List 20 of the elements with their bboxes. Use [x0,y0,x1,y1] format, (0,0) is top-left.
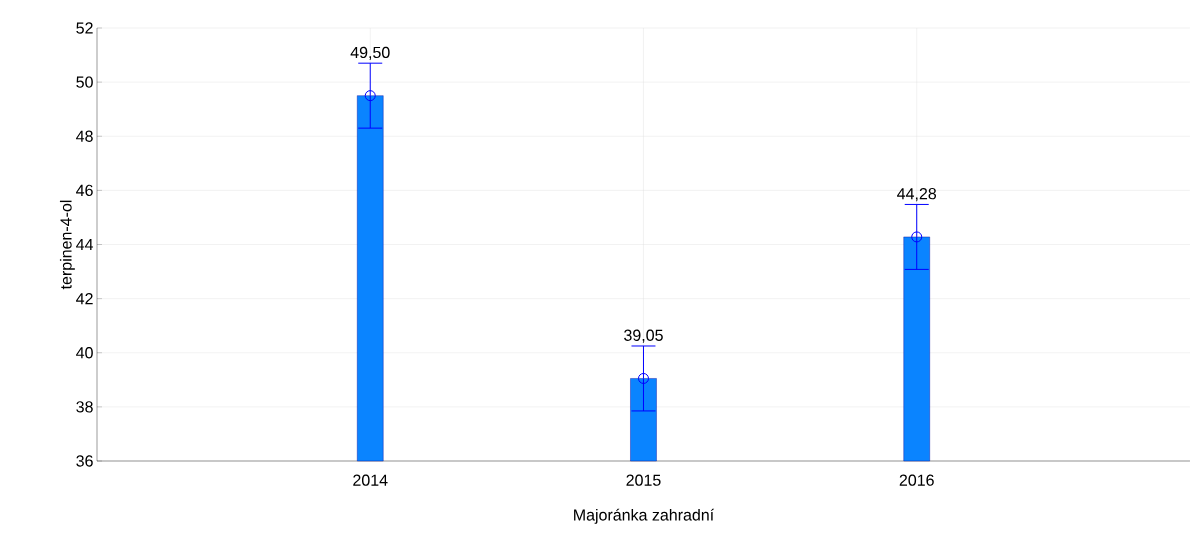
data-label: 39,05 [624,329,663,343]
data-label: 44,28 [897,188,937,202]
x-tick-label: 2014 [353,474,388,486]
y-tick-label: 42 [76,293,93,305]
y-tick-label: 50 [76,76,93,88]
y-tick-label: 48 [76,130,93,142]
y-tick-label: 36 [76,455,93,467]
data-label: 49,50 [350,46,390,60]
x-tick-label: 2015 [626,474,661,486]
x-axis-title: Majoránka zahradní [574,508,715,524]
y-tick-label: 40 [76,347,93,359]
y-tick-label: 38 [76,401,93,413]
point [637,372,649,384]
point [364,90,376,102]
x-tick-label: 2016 [899,474,934,486]
y-axis-title: terpinen-4-ol [59,200,75,290]
y-tick-label: 46 [76,184,93,197]
y-tick-label: 52 [76,22,93,34]
y-tick-label: 44 [76,238,94,250]
point [911,231,923,243]
